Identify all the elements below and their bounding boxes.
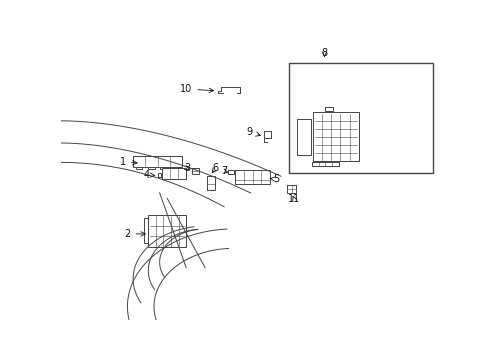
Text: 8: 8 xyxy=(321,48,327,58)
Text: 10: 10 xyxy=(180,84,213,94)
Bar xyxy=(172,167,179,169)
Text: 5: 5 xyxy=(269,174,279,184)
Bar xyxy=(288,63,431,174)
Text: 4: 4 xyxy=(143,170,155,180)
Text: 11: 11 xyxy=(287,194,300,204)
Bar xyxy=(148,215,186,247)
Text: 9: 9 xyxy=(246,127,260,137)
Bar xyxy=(133,156,182,167)
Bar xyxy=(296,120,311,156)
Text: 2: 2 xyxy=(124,229,145,239)
Bar xyxy=(227,170,233,174)
Bar xyxy=(191,168,198,174)
Bar xyxy=(147,167,154,169)
Bar xyxy=(143,218,148,243)
Bar xyxy=(287,185,295,193)
Bar xyxy=(158,174,161,177)
Bar xyxy=(324,107,332,111)
Text: 3: 3 xyxy=(184,163,190,174)
Text: 7: 7 xyxy=(221,166,227,176)
Bar xyxy=(235,170,269,184)
Bar xyxy=(312,112,358,161)
Bar xyxy=(135,167,142,169)
Bar xyxy=(206,176,214,190)
Bar xyxy=(160,167,167,169)
Text: 1: 1 xyxy=(120,157,137,167)
Text: 6: 6 xyxy=(212,163,218,174)
Bar xyxy=(311,162,338,166)
Bar xyxy=(161,168,186,179)
